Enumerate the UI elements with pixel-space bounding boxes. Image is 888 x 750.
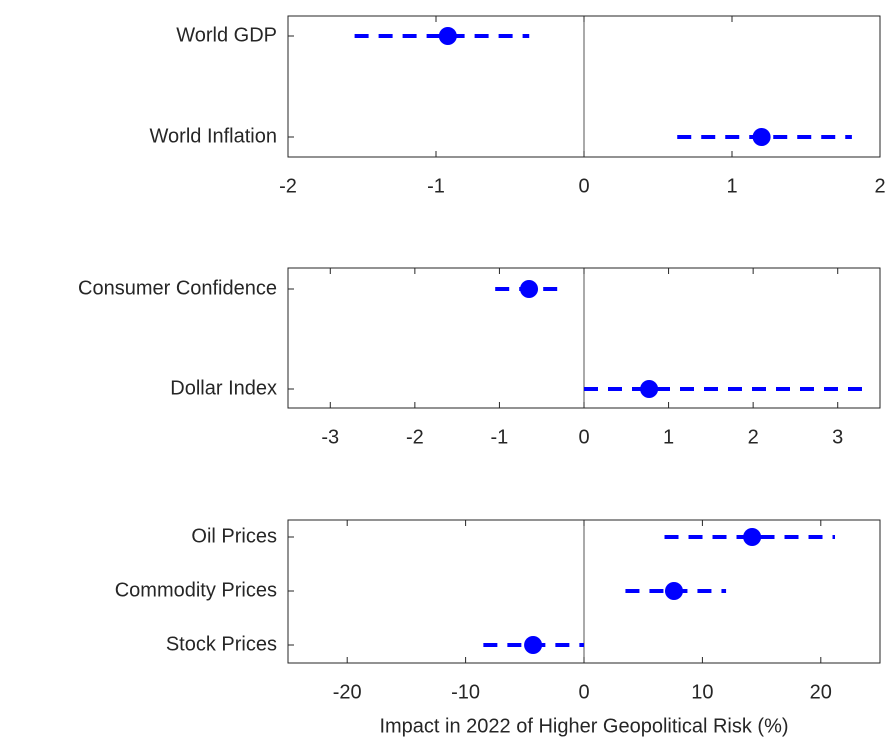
x-tick-label: 1 bbox=[726, 175, 737, 197]
x-tick-label: 0 bbox=[578, 681, 589, 703]
x-tick-label: -3 bbox=[321, 426, 339, 448]
dot bbox=[743, 528, 762, 546]
x-tick-label: -1 bbox=[491, 426, 509, 448]
x-tick-label: -2 bbox=[406, 426, 424, 448]
x-tick-label: -10 bbox=[451, 681, 480, 703]
y-tick-label: Stock Prices bbox=[166, 633, 277, 655]
x-tick-label: -20 bbox=[333, 681, 362, 703]
dot bbox=[664, 582, 683, 600]
dot bbox=[752, 128, 771, 146]
dot bbox=[640, 380, 659, 398]
x-tick-label: 0 bbox=[578, 426, 589, 448]
x-tick-label: 2 bbox=[748, 426, 759, 448]
x-tick-label: 3 bbox=[832, 426, 843, 448]
dot bbox=[524, 636, 543, 654]
y-tick-label: Oil Prices bbox=[191, 525, 277, 547]
x-tick-label: -2 bbox=[279, 175, 297, 197]
x-tick-label: 1 bbox=[663, 426, 674, 448]
x-axis-label: Impact in 2022 of Higher Geopolitical Ri… bbox=[379, 715, 788, 737]
x-tick-label: 0 bbox=[578, 175, 589, 197]
y-tick-label: Commodity Prices bbox=[115, 579, 277, 601]
y-tick-label: Dollar Index bbox=[170, 377, 277, 399]
x-tick-label: 10 bbox=[691, 681, 713, 703]
x-tick-label: -1 bbox=[427, 175, 445, 197]
y-tick-label: Consumer Confidence bbox=[78, 277, 277, 299]
y-tick-label: World GDP bbox=[176, 24, 277, 46]
dot bbox=[520, 280, 539, 298]
x-tick-label: 20 bbox=[810, 681, 832, 703]
y-tick-label: World Inflation bbox=[150, 125, 277, 147]
x-tick-label: 2 bbox=[874, 175, 885, 197]
dot bbox=[438, 27, 457, 45]
